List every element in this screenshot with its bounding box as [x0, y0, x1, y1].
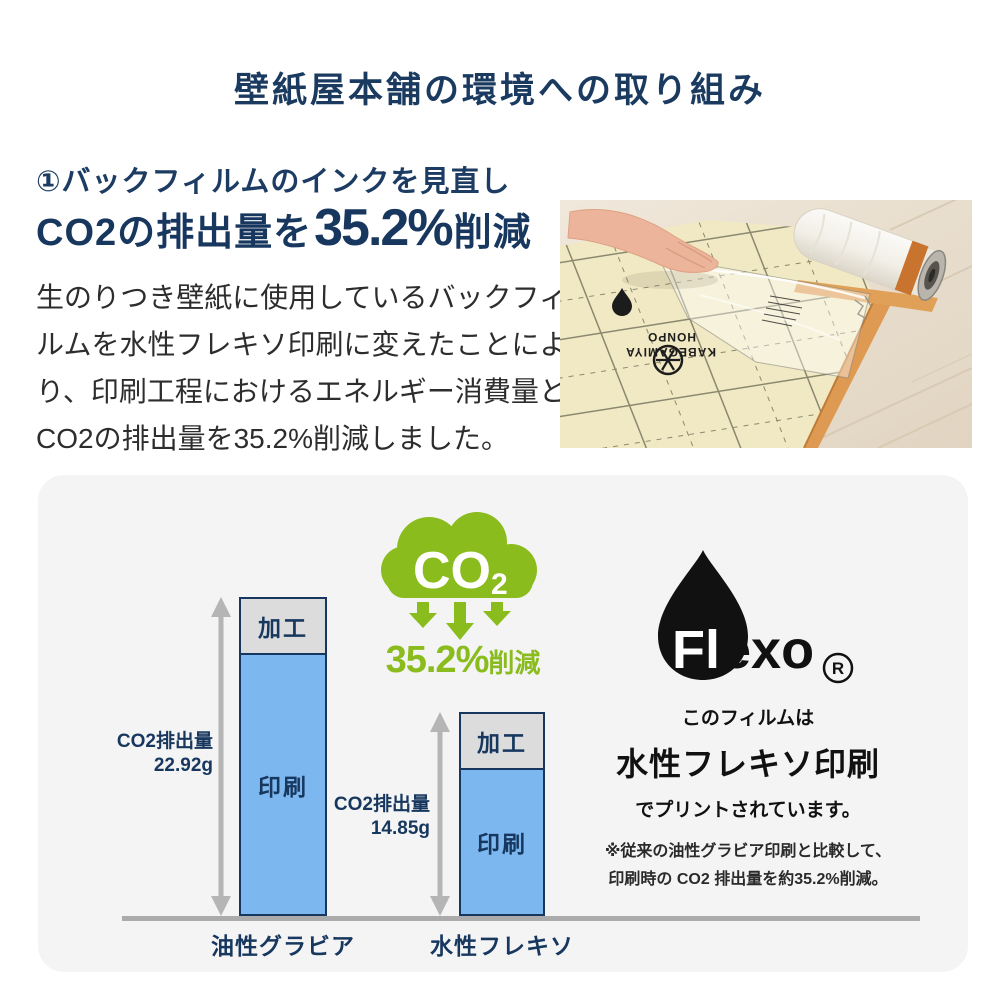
intro-paragraph: 生のりつき壁紙に使用しているバックフィルムを水性フレキソ印刷に変えたことにより、…	[36, 282, 568, 454]
film-description-line2: でプリントされています。	[635, 800, 861, 821]
comparison-note-line2: 印刷時の CO2 排出量を約35.2%削減。	[608, 871, 888, 888]
film-print-drop-icon	[612, 288, 632, 316]
gravure-total-arrow-icon	[211, 597, 231, 916]
cloud-reduction-text: 35.2% 削減	[363, 639, 563, 682]
gravure-total-title: CO2排出量	[116, 731, 213, 752]
svg-text:R: R	[832, 659, 844, 678]
comparison-note-line1: ※従来の油性グラビア印刷と比較して、	[604, 843, 892, 860]
registered-mark-icon: R	[822, 652, 854, 684]
film-print-text-1: KABEGAMIYA	[625, 345, 716, 359]
printing-segment-label: 印刷	[258, 773, 308, 800]
flexo-drop-icon	[658, 550, 748, 680]
gravure-processing-segment: 加工	[241, 599, 325, 655]
processing-segment-label: 加工	[477, 730, 527, 756]
film-print-type: 水性フレキソ印刷	[615, 746, 880, 782]
printing-segment-label: 印刷	[477, 831, 527, 857]
reduction-percent: 35.2%	[385, 639, 490, 681]
flexo-brand-exo: exo	[721, 620, 814, 680]
headline-suffix: 削減	[453, 212, 532, 254]
flexo-total-label: CO2排出量 14.85g	[280, 793, 430, 841]
co2-cloud-icon: CO 2	[381, 512, 537, 640]
flexo-logo: Fl exo R	[658, 550, 854, 684]
gravure-total-label: CO2排出量 22.92g	[63, 730, 213, 778]
page-title: 壁紙屋本舗の環境への取り組み	[233, 71, 766, 110]
cloud-gas-text: CO	[413, 542, 491, 600]
category-label-gravure: 油性グラビア	[211, 933, 355, 959]
flexo-bar: 加工 印刷	[459, 712, 545, 916]
photo-film: KABEGAMIYA HONPO	[612, 255, 872, 379]
category-label-flexo: 水性フレキソ	[430, 933, 574, 959]
initiative-heading: ①バックフィルムのインクを見直し	[36, 166, 511, 198]
photo-roll-underside	[794, 280, 938, 312]
film-print-smalltext	[761, 295, 803, 327]
flexo-description: このフィルムは 水性フレキソ印刷 でプリントされています。 ※従来の油性グラビア…	[588, 703, 908, 894]
cloud-gas-subscript: 2	[491, 568, 508, 601]
reduction-suffix: 削減	[488, 648, 541, 678]
photo-hand	[567, 209, 719, 289]
product-photo: KABEGAMIYA HONPO	[560, 200, 972, 448]
film-description-line1: このフィルムは	[681, 708, 815, 729]
flexo-printing-segment: 印刷	[461, 770, 543, 914]
cloud-down-arrows-icon	[409, 602, 511, 640]
stats-panel: 加工 印刷 CO2排出量 22.92g 加工 印刷 CO2排出量	[38, 475, 968, 972]
chart-axis	[122, 916, 920, 921]
flexo-total-value: 14.85g	[370, 818, 430, 839]
gravure-printing-segment: 印刷	[241, 655, 325, 914]
headline-percent: 35.2%	[314, 199, 453, 257]
film-print-text-2: HONPO	[647, 330, 696, 344]
film-print-logo-icon	[652, 344, 684, 376]
co2-reduction-headline: CO2の排出量を 35.2% 削減	[36, 198, 532, 258]
gravure-total-value: 22.92g	[153, 755, 213, 776]
headline-prefix: CO2の排出量を	[36, 212, 313, 254]
flexo-processing-segment: 加工	[461, 714, 543, 770]
photo-roll	[793, 208, 947, 301]
gravure-bar: 加工 印刷	[239, 597, 327, 916]
processing-segment-label: 加工	[258, 615, 308, 641]
flexo-brand-fl: Fl	[672, 620, 720, 680]
flexo-total-title: CO2排出量	[333, 794, 430, 815]
flexo-total-arrow-icon	[430, 712, 450, 916]
